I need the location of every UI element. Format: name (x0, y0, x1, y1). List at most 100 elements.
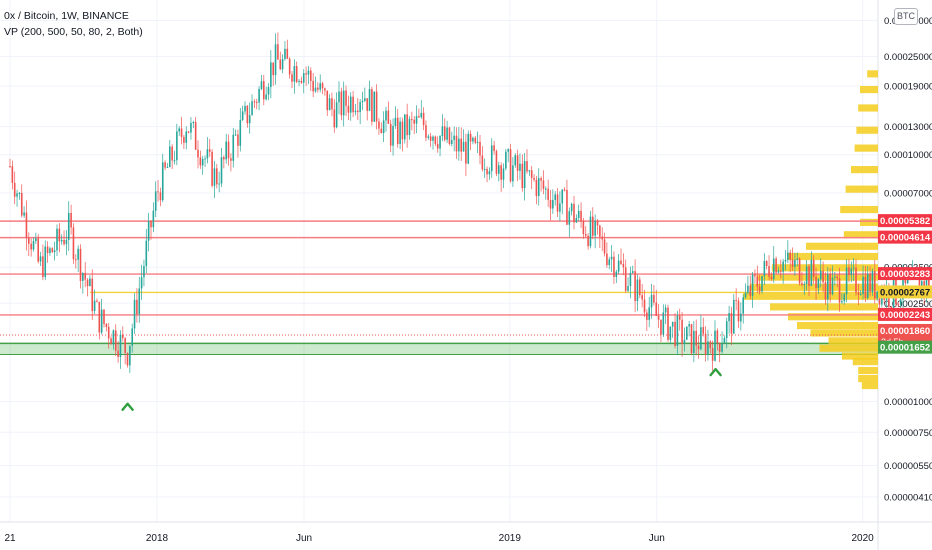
candle-body (103, 309, 105, 324)
candle-body (587, 235, 589, 247)
candle-body (413, 119, 415, 124)
candle-body (37, 238, 39, 262)
candle-body (650, 294, 653, 308)
candle-body (380, 128, 383, 134)
candle-body (798, 258, 801, 284)
candle-body (801, 283, 803, 285)
candle-body (700, 327, 702, 350)
candle-body (152, 210, 155, 228)
candle-body (617, 260, 620, 272)
candle-body (13, 182, 16, 197)
candle-body (676, 315, 679, 346)
candle-body (328, 98, 331, 111)
candle-body (317, 87, 319, 90)
candle-body (225, 141, 227, 160)
candle-body (874, 270, 876, 299)
candle-body (70, 213, 72, 228)
volume-profile-bar (840, 205, 878, 214)
candle-body (831, 277, 834, 295)
candle-body (298, 80, 300, 83)
candle-body (876, 291, 878, 299)
candle-body (84, 273, 86, 280)
candle-body (577, 210, 580, 219)
candle-body (197, 149, 199, 158)
candle-body (744, 292, 747, 298)
candle-body (223, 157, 225, 160)
candle-body (239, 119, 242, 146)
candle-body (117, 350, 119, 357)
volume-profile-bar (750, 283, 878, 291)
candle-body (690, 324, 693, 354)
candle-body (615, 271, 618, 277)
candle-body (784, 259, 787, 262)
candle-body (509, 149, 512, 182)
price-label-text: 0.00003283 (880, 269, 930, 280)
candle-body (791, 259, 794, 267)
candle-body (107, 326, 110, 339)
candle-body (110, 338, 112, 345)
chart-title: 0x / Bitcoin, 1W, BINANCE (4, 10, 129, 22)
price-label-box (878, 307, 932, 321)
candle-body (183, 137, 185, 143)
candle-body (458, 138, 460, 152)
candle-body (338, 91, 340, 103)
price-label-text: 0.00001652 (880, 343, 930, 354)
y-tick-label: 0.00000550 (884, 461, 932, 472)
candle-body (371, 89, 373, 122)
candle-body (721, 343, 723, 352)
candle-body (655, 302, 658, 316)
x-tick-label: 2019 (499, 533, 522, 544)
candle-body (596, 220, 599, 226)
candle-body (157, 191, 159, 193)
candle-body (72, 227, 75, 260)
candle-body (747, 285, 749, 293)
candle-body (502, 168, 505, 180)
candle-body (150, 221, 152, 228)
candle-body (827, 273, 829, 300)
candle-body (782, 261, 784, 272)
candle-body (9, 166, 11, 168)
candle-body (352, 96, 354, 113)
candle-body (733, 299, 735, 334)
price-label-text: 0.00002767 (880, 287, 930, 298)
candle-body (145, 240, 148, 267)
candle-body (483, 168, 486, 170)
candle-body (387, 110, 390, 124)
price-label-resistance: 0.00004614 (878, 230, 932, 244)
price-label-support: 0.00001652 (878, 340, 932, 354)
candle-body (787, 252, 789, 260)
price-label-box (878, 340, 932, 354)
candle-body (143, 266, 145, 278)
candle-body (789, 252, 791, 260)
candle-body (385, 110, 387, 121)
candle-body (246, 105, 249, 124)
candles (9, 32, 932, 374)
candle-body (770, 276, 773, 280)
y-tick-label: 0.00010000 (884, 150, 932, 161)
candle-body (446, 127, 448, 140)
currency-badge[interactable]: BTC (894, 8, 918, 25)
candle-body (284, 48, 286, 59)
candle-body (373, 91, 376, 122)
candle-body (810, 259, 813, 286)
candle-body (584, 234, 587, 236)
volume-profile-bar (788, 313, 878, 321)
candle-body (389, 123, 392, 146)
candle-body (772, 258, 775, 280)
candle-body (187, 131, 190, 133)
candle-body (75, 259, 77, 261)
candle-body (364, 98, 366, 101)
candle-body (138, 288, 141, 315)
candle-body (498, 165, 500, 174)
candle-body (780, 270, 782, 272)
candle-body (554, 194, 556, 200)
candle-body (82, 273, 84, 281)
candle-body (415, 116, 418, 124)
candle-body (159, 192, 162, 201)
candle-body (648, 307, 650, 320)
candle-body (126, 353, 129, 366)
indicator-label: VP (200, 500, 50, 80, 2, Both) (4, 26, 143, 38)
candle-body (234, 134, 237, 136)
candle-body (206, 149, 209, 159)
